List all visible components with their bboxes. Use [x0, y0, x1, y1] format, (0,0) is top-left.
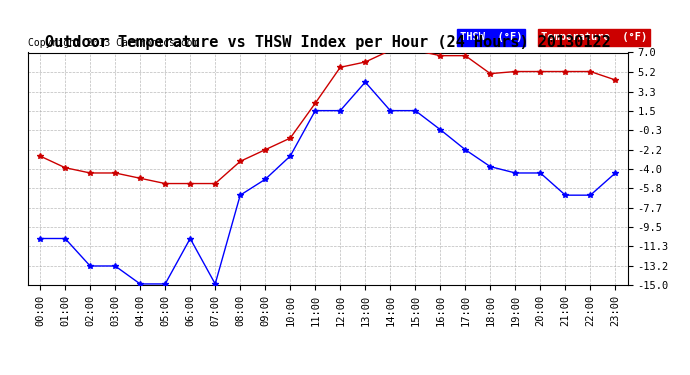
- Text: Temperature  (°F): Temperature (°F): [541, 32, 647, 42]
- Text: THSW  (°F): THSW (°F): [460, 32, 522, 42]
- Text: Copyright 2013 Cartronics.com: Copyright 2013 Cartronics.com: [28, 38, 198, 48]
- Title: Outdoor Temperature vs THSW Index per Hour (24 Hours) 20130122: Outdoor Temperature vs THSW Index per Ho…: [45, 35, 611, 50]
